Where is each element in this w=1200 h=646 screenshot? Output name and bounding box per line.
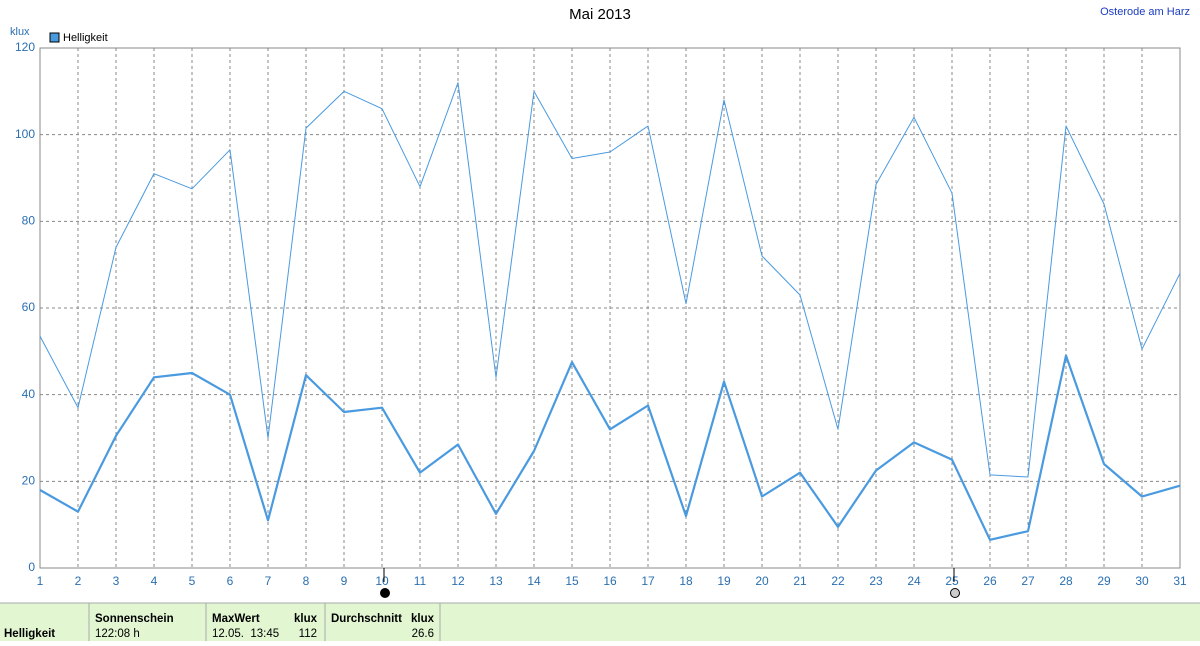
x-tick-label: 28 bbox=[1059, 574, 1073, 588]
x-tick-label: 21 bbox=[793, 574, 807, 588]
x-tick-label: 20 bbox=[755, 574, 769, 588]
x-tick-label: 24 bbox=[907, 574, 921, 588]
x-tick-label: 18 bbox=[679, 574, 693, 588]
x-tick-label: 31 bbox=[1173, 574, 1187, 588]
x-tick-label: 8 bbox=[303, 574, 310, 588]
legend-swatch bbox=[49, 32, 60, 43]
footer-row-label: Helligkeit bbox=[4, 628, 55, 640]
x-tick-label: 29 bbox=[1097, 574, 1111, 588]
x-tick-label: 3 bbox=[113, 574, 120, 588]
x-tick-label: 26 bbox=[983, 574, 997, 588]
y-tick-label: 100 bbox=[15, 127, 35, 141]
x-tick-label: 19 bbox=[717, 574, 731, 588]
x-tick-label: 23 bbox=[869, 574, 883, 588]
x-tick-label: 9 bbox=[341, 574, 348, 588]
x-tick-label: 30 bbox=[1135, 574, 1149, 588]
x-tick-label: 5 bbox=[189, 574, 196, 588]
y-tick-label: 0 bbox=[28, 560, 35, 574]
y-tick-label: 40 bbox=[22, 387, 36, 401]
footer-header: Sonnenschein bbox=[95, 613, 174, 625]
x-tick-label: 15 bbox=[565, 574, 579, 588]
x-tick-label: 2 bbox=[75, 574, 82, 588]
x-tick-label: 27 bbox=[1021, 574, 1035, 588]
y-tick-label: 80 bbox=[22, 214, 36, 228]
location: Osterode am Harz bbox=[1100, 6, 1190, 18]
footer-bg bbox=[0, 603, 1200, 641]
footer-table: Sonnenschein MaxWert klux Durchschnitt k… bbox=[0, 602, 1200, 641]
y-tick-label: 120 bbox=[15, 40, 35, 54]
x-tick-label: 4 bbox=[151, 574, 158, 588]
y-axis-label: klux bbox=[10, 26, 30, 38]
moon-icon bbox=[380, 588, 390, 598]
footer-cell: 122:08 h bbox=[95, 628, 140, 640]
x-tick-label: 10 bbox=[375, 574, 389, 588]
data-line bbox=[39, 82, 1181, 478]
footer-header: klux bbox=[294, 613, 318, 625]
x-tick-label: 16 bbox=[603, 574, 617, 588]
x-tick-label: 14 bbox=[527, 574, 541, 588]
footer-header: Durchschnitt bbox=[331, 613, 402, 625]
x-tick-label: 17 bbox=[641, 574, 655, 588]
x-tick-label: 22 bbox=[831, 574, 845, 588]
data-line bbox=[39, 354, 1181, 541]
moon-icon bbox=[950, 588, 960, 598]
footer-header: klux bbox=[411, 613, 435, 625]
footer-cell: 12.05. 13:45 bbox=[212, 628, 279, 640]
x-tick-label: 7 bbox=[265, 574, 272, 588]
y-tick-label: 20 bbox=[22, 474, 36, 488]
y-tick-label: 60 bbox=[22, 300, 36, 314]
x-tick-label: 25 bbox=[945, 574, 959, 588]
x-tick-label: 1 bbox=[37, 574, 44, 588]
x-tick-label: 11 bbox=[414, 574, 427, 588]
footer-cell: 112 bbox=[299, 628, 317, 640]
x-tick-label: 12 bbox=[451, 574, 465, 588]
legend-label: Helligkeit bbox=[63, 32, 108, 44]
chart-title: Mai 2013 bbox=[569, 6, 631, 23]
x-tick-label: 13 bbox=[489, 574, 503, 588]
footer-cell: 26.6 bbox=[412, 628, 434, 640]
x-tick-label: 6 bbox=[227, 574, 234, 588]
footer-header: MaxWert bbox=[212, 613, 260, 625]
